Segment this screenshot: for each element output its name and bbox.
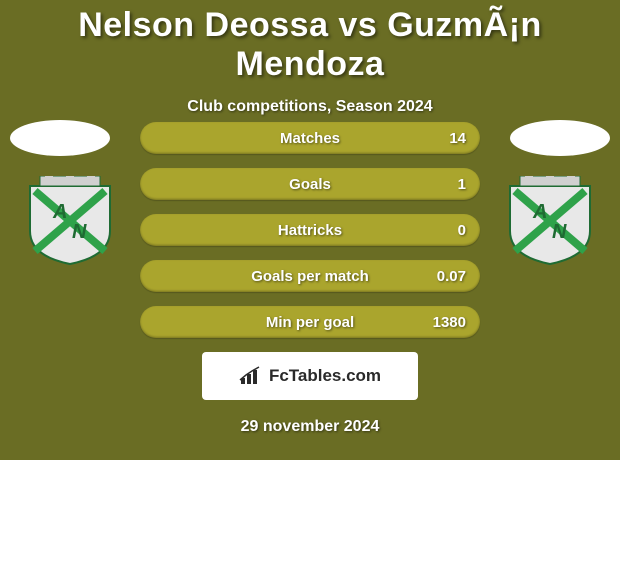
stats-list: Matches 14 Goals 1 Hattricks 0 Goals per… [140, 122, 480, 436]
svg-text:N: N [552, 221, 567, 243]
stat-row: Matches 14 [140, 122, 480, 154]
stat-label: Hattricks [278, 222, 342, 239]
club-crest-left: A N [20, 176, 120, 266]
stat-label: Goals [289, 176, 331, 193]
svg-text:N: N [72, 221, 87, 243]
date-text: 29 november 2024 [140, 418, 480, 436]
stat-value: 14 [449, 130, 466, 147]
stat-label: Goals per match [251, 268, 369, 285]
comparison-card: Nelson Deossa vs GuzmÃ¡n Mendoza Club co… [0, 0, 620, 460]
crest-icon: A N [20, 176, 120, 266]
stat-label: Matches [280, 130, 340, 147]
page-subtitle: Club competitions, Season 2024 [0, 98, 620, 116]
stat-row: Min per goal 1380 [140, 306, 480, 338]
stat-value: 0 [458, 222, 466, 239]
bar-chart-icon [239, 366, 263, 386]
svg-text:A: A [532, 201, 547, 223]
brand-text: FcTables.com [269, 366, 381, 386]
svg-text:A: A [52, 201, 67, 223]
stat-row: Goals 1 [140, 168, 480, 200]
player-avatar-right [510, 120, 610, 156]
club-crest-right: A N [500, 176, 600, 266]
crest-icon: A N [500, 176, 600, 266]
stat-value: 0.07 [437, 268, 466, 285]
brand-badge[interactable]: FcTables.com [202, 352, 418, 400]
stat-row: Goals per match 0.07 [140, 260, 480, 292]
stat-value: 1380 [433, 314, 466, 331]
stat-label: Min per goal [266, 314, 354, 331]
page-title: Nelson Deossa vs GuzmÃ¡n Mendoza [0, 0, 620, 84]
player-avatar-left [10, 120, 110, 156]
stat-row: Hattricks 0 [140, 214, 480, 246]
stat-value: 1 [458, 176, 466, 193]
